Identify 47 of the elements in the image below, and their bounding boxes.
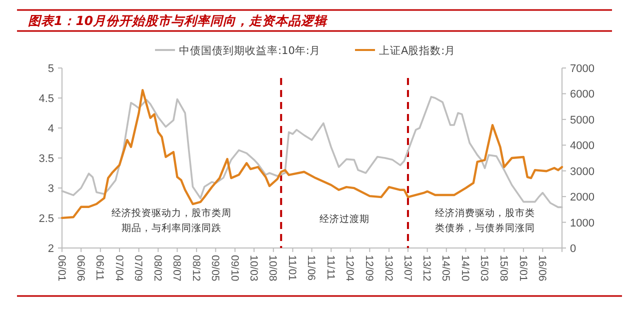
x-tick-label: 07/09 [132, 255, 144, 282]
x-tick-label: 12/04 [344, 255, 356, 282]
y2-tick-label: 1000 [570, 217, 594, 230]
x-tick-label: 11/11 [324, 255, 336, 280]
y2-tick-label: 2000 [570, 192, 594, 204]
y-tick-label: 3.5 [38, 153, 54, 165]
y-tick-label: 2 [48, 243, 54, 255]
x-tick-label: 14/05 [440, 255, 452, 282]
y2-tick-label: 0 [570, 243, 576, 255]
x-tick-label: 11/06 [305, 255, 318, 281]
annotation: 经济投资驱动力，股市类周期品，与利率同涨同跌 [112, 207, 232, 234]
x-tick-label: 07/04 [112, 255, 125, 282]
x-tick-label: 08/02 [151, 255, 164, 282]
y2-tick-label: 3000 [570, 166, 594, 178]
chart-title: 图表1：10月份开始股市与利率同向，走资本品逻辑 [28, 13, 328, 28]
legend-label: 中债国债到期收益率:10年:月 [179, 44, 320, 57]
x-tick-label: 11/01 [286, 255, 298, 281]
x-tick-label: 14/10 [459, 255, 472, 282]
y-tick-label: 4.5 [38, 93, 54, 105]
x-tick-label: 09/10 [228, 255, 240, 282]
x-tick-label: 06/06 [74, 255, 86, 282]
x-tick-label: 16/01 [516, 255, 529, 282]
x-tick-label: 15/03 [478, 255, 490, 282]
y2-tick-label: 4000 [570, 140, 594, 152]
x-tick-label: 08/07 [170, 255, 183, 282]
x-tick-label: 13/12 [420, 255, 433, 282]
x-tick-label: 09/05 [208, 255, 221, 282]
y2-tick-label: 5000 [570, 114, 594, 126]
y-tick-label: 2.5 [38, 213, 54, 225]
x-tick-label: 16/06 [536, 255, 548, 282]
y-tick-label: 5 [48, 63, 54, 75]
y2-tick-label: 6000 [570, 88, 594, 101]
annotation: 经济消费驱动，股市类类债券，与债券同涨同 [434, 207, 535, 234]
x-tick-label: 13/07 [401, 255, 414, 282]
y2-tick-label: 7000 [570, 63, 594, 75]
y-tick-label: 3 [48, 183, 54, 195]
x-tick-label: 08/12 [190, 255, 202, 282]
annotation: 经济过渡期 [320, 213, 370, 225]
x-tick-label: 10/08 [266, 255, 279, 282]
x-tick-label: 12/09 [363, 255, 376, 282]
x-tick-label: 15/08 [497, 255, 510, 282]
x-tick-label: 06/11 [94, 255, 106, 281]
x-tick-label: 13/02 [382, 255, 394, 282]
y-tick-label: 4 [48, 123, 54, 135]
x-tick-label: 06/01 [55, 255, 68, 282]
x-tick-label: 10/03 [247, 255, 260, 282]
legend-label: 上证A股指数:月 [379, 44, 456, 57]
